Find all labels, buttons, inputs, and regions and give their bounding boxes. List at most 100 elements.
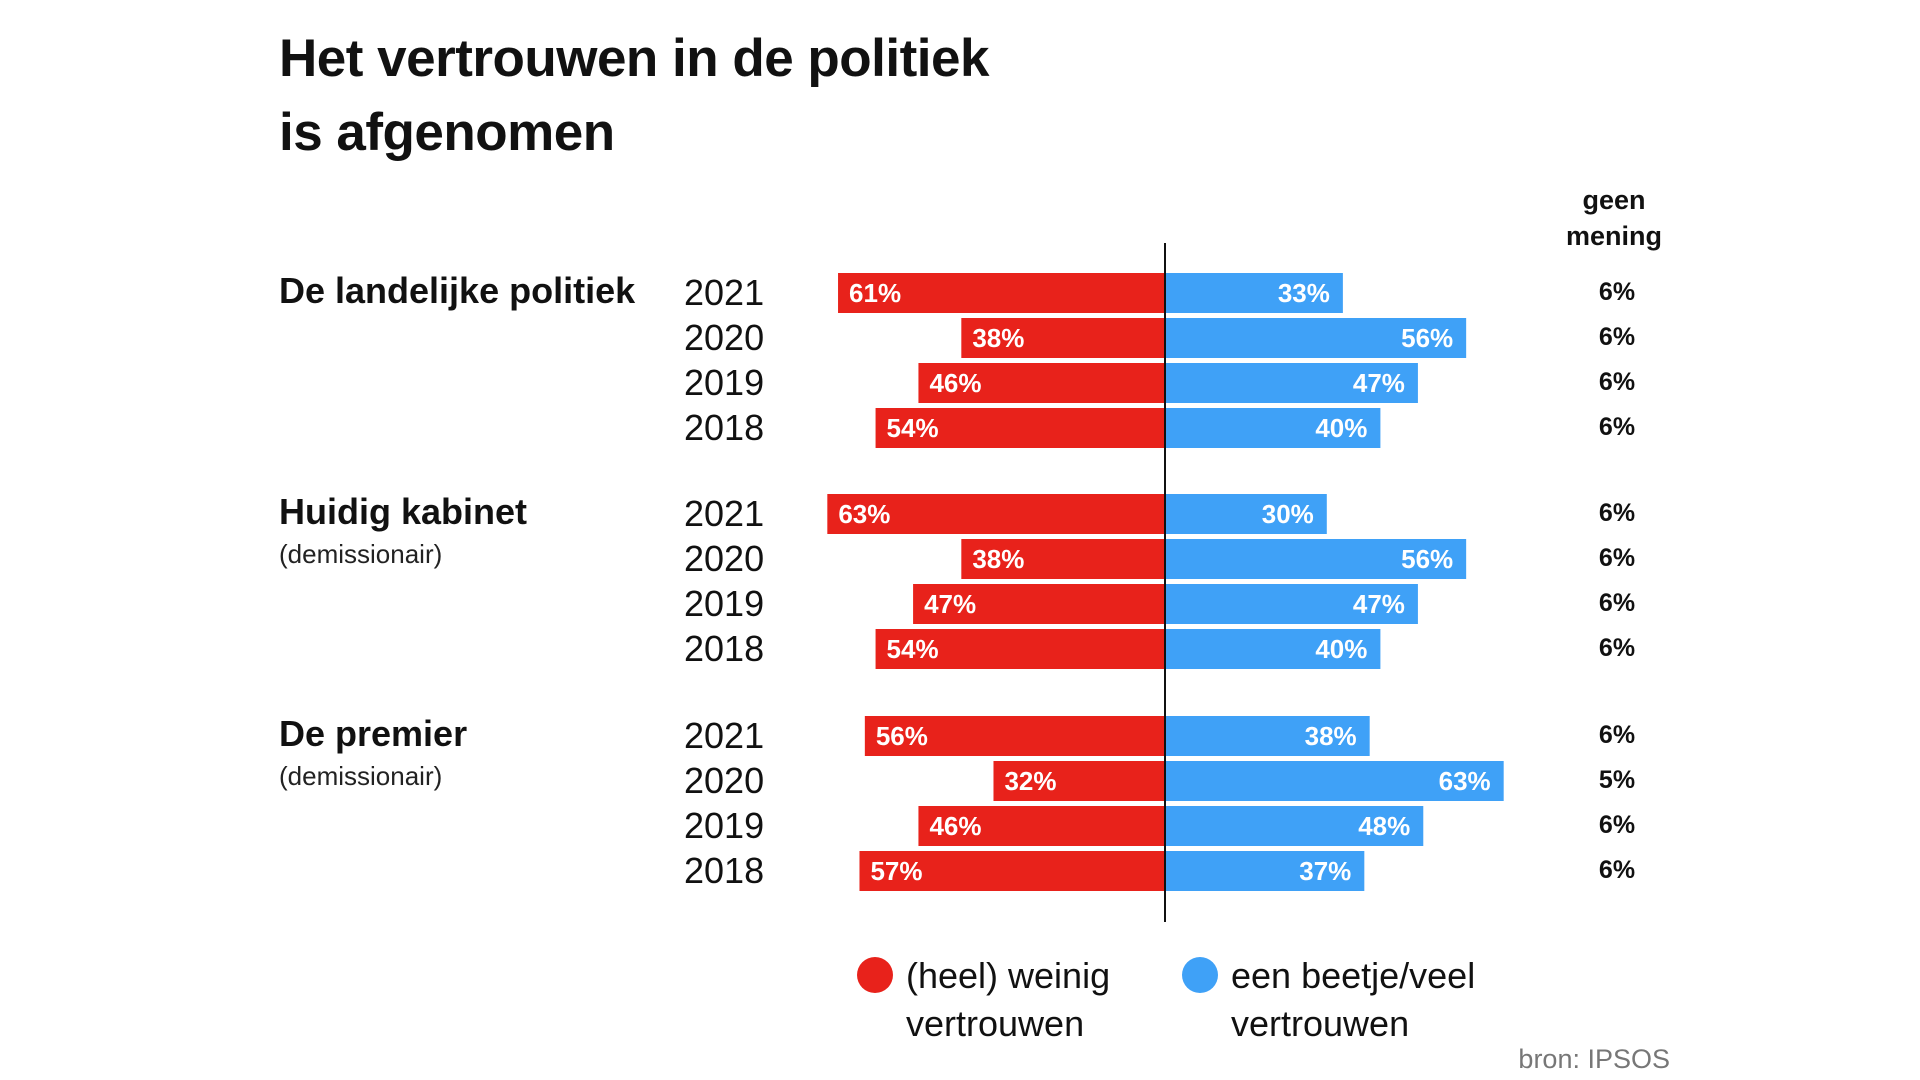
bar-row: 2018 57% 37% 6%: [684, 850, 1635, 891]
bar-row: 2018 54% 40% 6%: [684, 628, 1635, 669]
group-subtitle: (demissionair): [279, 539, 442, 569]
bar-weinig-label: 46%: [929, 811, 981, 841]
bar-beetje: [1166, 318, 1467, 358]
bar-weinig: [827, 494, 1165, 534]
bar-weinig-label: 38%: [972, 544, 1024, 574]
bar-beetje: [1166, 494, 1327, 534]
bar-weinig: [918, 806, 1165, 846]
source-label: bron: IPSOS: [1518, 1044, 1670, 1074]
bar-beetje-label: 47%: [1353, 589, 1405, 619]
year-label: 2019: [684, 583, 764, 624]
bar-weinig: [961, 539, 1165, 579]
legend: (heel) weinig vertrouwen een beetje/veel ve…: [857, 955, 1475, 1044]
bar-weinig-label: 46%: [929, 368, 981, 398]
bar-row: 2020 32% 63% 5%: [684, 760, 1635, 801]
bar-weinig: [918, 363, 1165, 403]
bar-row: 2019 47% 47% 6%: [684, 583, 1635, 624]
bar-weinig-label: 47%: [924, 589, 976, 619]
group-1: De landelijke politiek: [279, 270, 636, 311]
group-subtitle: (demissionair): [279, 761, 442, 791]
bar-beetje: [1166, 363, 1418, 403]
group-label: De landelijke politiek: [279, 270, 636, 311]
bar-weinig-label: 54%: [887, 634, 939, 664]
no-opinion-header-line-1: geen: [1582, 185, 1645, 215]
bar-beetje-label: 30%: [1262, 499, 1314, 529]
bar-beetje-label: 38%: [1305, 721, 1357, 751]
no-opinion-value: 6%: [1599, 323, 1635, 351]
legend-dot-weinig: [857, 957, 893, 993]
bar-beetje: [1166, 539, 1467, 579]
bar-weinig-label: 63%: [838, 499, 890, 529]
bar-weinig: [875, 629, 1165, 669]
group-2: Huidig kabinet (demissionair): [279, 491, 527, 569]
year-label: 2018: [684, 407, 764, 448]
no-opinion-value: 6%: [1599, 856, 1635, 884]
legend-dot-beetje: [1182, 957, 1218, 993]
bar-weinig: [864, 716, 1165, 756]
bar-beetje-label: 37%: [1299, 856, 1351, 886]
bar-beetje-label: 40%: [1315, 413, 1367, 443]
chart-title-line-2: is afgenomen: [279, 103, 615, 162]
no-opinion-value: 6%: [1599, 634, 1635, 662]
year-label: 2020: [684, 538, 764, 579]
chart-groups: De landelijke politiek Huidig kabinet (dem…: [279, 270, 636, 791]
bar-beetje-label: 40%: [1315, 634, 1367, 664]
legend-label-weinig: vertrouwen: [906, 1003, 1084, 1044]
bar-beetje: [1166, 806, 1424, 846]
legend-label-beetje: een beetje/veel: [1231, 955, 1475, 996]
bar-beetje: [1166, 761, 1504, 801]
year-label: 2021: [684, 272, 764, 313]
bar-row: 2018 54% 40% 6%: [684, 407, 1635, 448]
bar-weinig: [875, 408, 1165, 448]
bar-beetje-label: 56%: [1401, 323, 1453, 353]
year-label: 2021: [684, 715, 764, 756]
no-opinion-value: 6%: [1599, 589, 1635, 617]
bar-beetje-label: 63%: [1439, 766, 1491, 796]
no-opinion-value: 6%: [1599, 278, 1635, 306]
bar-row: 2019 46% 47% 6%: [684, 362, 1635, 403]
bar-beetje-label: 33%: [1278, 278, 1330, 308]
legend-label-beetje: vertrouwen: [1231, 1003, 1409, 1044]
chart-bars: 2021 61% 33% 6%2020 38% 56% 6%2019 46% 47% 6%2018…: [684, 272, 1635, 891]
group-label: De premier: [279, 713, 467, 754]
no-opinion-value: 6%: [1599, 544, 1635, 572]
year-label: 2021: [684, 493, 764, 534]
bar-weinig-label: 56%: [876, 721, 928, 751]
bar-beetje: [1166, 273, 1343, 313]
bar-beetje: [1166, 716, 1370, 756]
bar-weinig-label: 38%: [972, 323, 1024, 353]
year-label: 2018: [684, 628, 764, 669]
bar-weinig-label: 32%: [1004, 766, 1056, 796]
bar-weinig: [838, 273, 1165, 313]
no-opinion-value: 5%: [1599, 766, 1635, 794]
no-opinion-value: 6%: [1599, 413, 1635, 441]
bar-beetje-label: 48%: [1358, 811, 1410, 841]
no-opinion-value: 6%: [1599, 811, 1635, 839]
group-label: Huidig kabinet: [279, 491, 527, 532]
bar-row: 2021 61% 33% 6%: [684, 272, 1635, 313]
bar-weinig: [913, 584, 1165, 624]
legend-item-beetje: een beetje/veel vertrouwen: [1182, 955, 1475, 1044]
bar-row: 2021 56% 38% 6%: [684, 715, 1635, 756]
bar-weinig-label: 54%: [887, 413, 939, 443]
bar-weinig: [961, 318, 1165, 358]
chart-title: Het vertrouwen in de politiek is afgenom…: [279, 22, 989, 170]
bar-beetje: [1166, 584, 1418, 624]
bar-beetje: [1166, 408, 1381, 448]
chart-title-line-1: Het vertrouwen in de politiek: [279, 29, 989, 88]
bar-beetje: [1166, 629, 1381, 669]
bar-row: 2021 63% 30% 6%: [684, 493, 1635, 534]
bar-row: 2020 38% 56% 6%: [684, 317, 1635, 358]
no-opinion-header-line-2: mening: [1566, 221, 1662, 251]
year-label: 2019: [684, 362, 764, 403]
year-label: 2020: [684, 760, 764, 801]
bar-weinig: [859, 851, 1165, 891]
bar-weinig: [993, 761, 1165, 801]
year-label: 2019: [684, 805, 764, 846]
bar-weinig-label: 57%: [870, 856, 922, 886]
bar-beetje: [1166, 851, 1365, 891]
legend-item-weinig: (heel) weinig vertrouwen: [857, 955, 1110, 1044]
bar-row: 2020 38% 56% 6%: [684, 538, 1635, 579]
bar-weinig-label: 61%: [849, 278, 901, 308]
